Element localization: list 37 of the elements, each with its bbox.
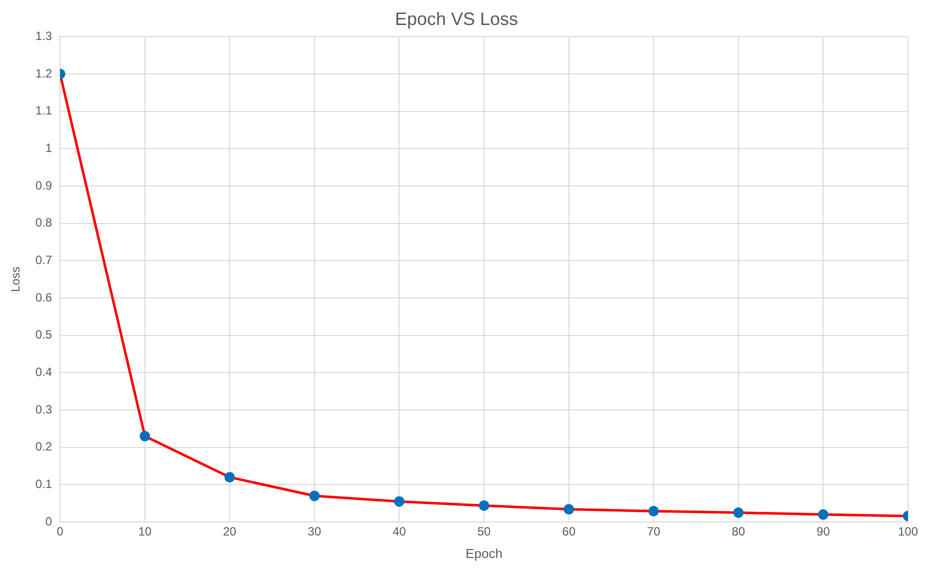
y-tick-label: 0.3	[35, 402, 52, 416]
y-tick-label: 0.7	[35, 252, 52, 267]
point	[733, 507, 744, 518]
x-tick-label: 10	[138, 524, 152, 539]
point	[564, 504, 574, 515]
y-tick-label: 0.8	[35, 216, 52, 230]
y-tick-label: 1.1	[35, 104, 52, 118]
x-tick-label: 0	[56, 524, 64, 539]
x-tick-label: 90	[816, 524, 830, 539]
x-tick-label: 40	[392, 524, 406, 539]
point	[309, 490, 320, 502]
point	[140, 430, 150, 442]
y-tick-label: 0.6	[35, 290, 52, 304]
y-tick-label: 0.1	[35, 476, 52, 491]
x-tick-label: 70	[646, 524, 661, 539]
y-tick-label: 1	[45, 140, 52, 155]
y-tick-label: 1.3	[35, 28, 52, 43]
y-axis-title: Loss	[8, 266, 23, 292]
point	[224, 472, 235, 482]
x-axis-title: Epoch	[466, 546, 502, 561]
point	[478, 500, 490, 511]
point	[818, 509, 828, 520]
x-tick-label: 50	[477, 524, 492, 539]
y-tick-label: 0.2	[35, 440, 52, 454]
point	[394, 496, 404, 507]
x-tick-label: 100	[898, 524, 918, 539]
y-tick-label: 0.5	[35, 328, 52, 342]
y-tick-label: 0.9	[35, 178, 52, 192]
y-tick-label: 0	[45, 514, 52, 528]
x-tick-label: 20	[222, 524, 237, 539]
y-tick-label: 1.2	[35, 66, 52, 80]
x-tick-label: 80	[732, 524, 746, 539]
y-tick-label: 0.4	[35, 364, 52, 379]
x-tick-label: 60	[562, 524, 576, 539]
x-tick-label: 30	[308, 524, 322, 539]
point	[648, 506, 659, 516]
chart-title: Epoch VS Loss	[394, 8, 518, 29]
